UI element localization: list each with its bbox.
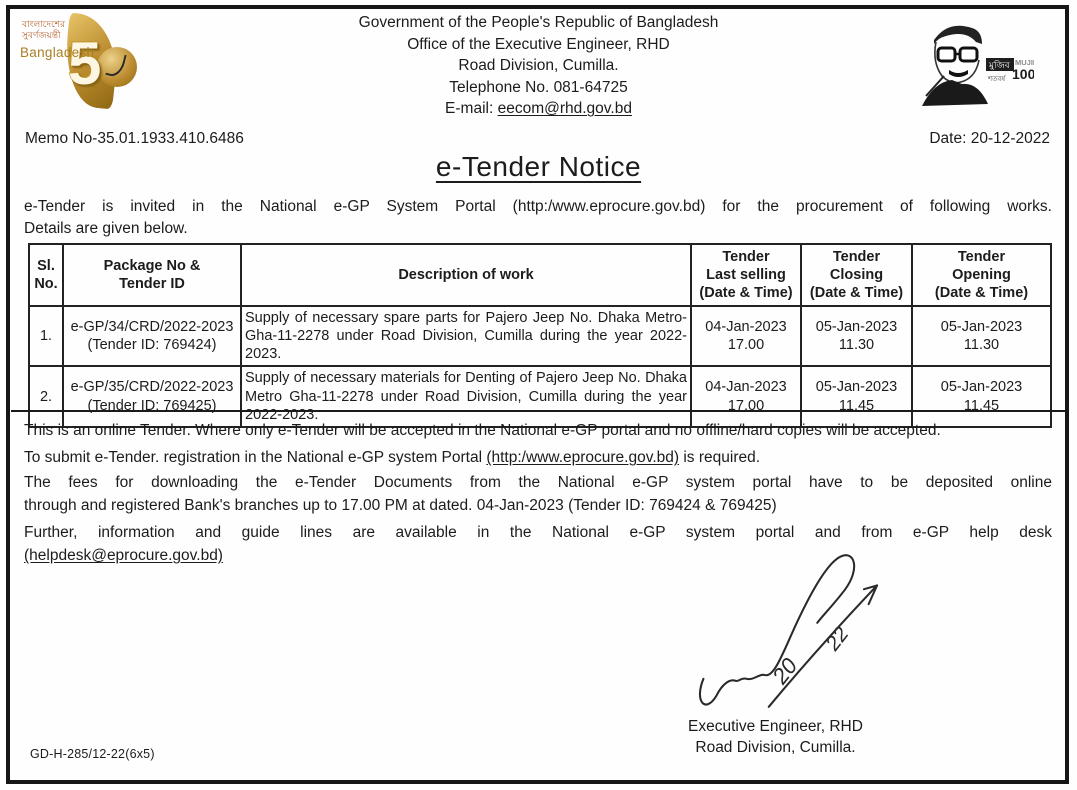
table-header-row: Sl. No. Package No & Tender ID Descripti… (28, 243, 1052, 307)
fees-line-2: through and registered Bank's branches u… (24, 497, 777, 514)
registration-paragraph: To submit e-Tender. registration in the … (24, 447, 1052, 469)
mujib-portrait-icon: মুজিব শতবর্ষ MUJIB 100 (922, 25, 1039, 106)
row2-sl: 2. (28, 365, 64, 428)
row2-description: Supply of necessary materials for Dentin… (240, 365, 692, 428)
col-header-sl-no: Sl. No. (28, 243, 64, 307)
header-line-office: Office of the Executive Engineer, RHD (407, 35, 670, 53)
intro-line-2: Details are given below. (24, 220, 188, 237)
logo-bangladesh-label: Bangladesh (20, 45, 95, 60)
row2-package: e-GP/35/CRD/2022-2023 (Tender ID: 769425… (62, 365, 242, 428)
signatory-block: Executive Engineer, RHD Road Division, C… (628, 716, 923, 758)
row1-last-selling: 04-Jan-2023 17.00 (690, 304, 802, 368)
logo-bengali-caption: বাংলাদেশের সুবর্ণজয়ন্তী (22, 19, 66, 40)
further-info-line-1: Further, information and guide lines are… (24, 524, 1052, 541)
office-email-link[interactable]: eecom@rhd.gov.bd (497, 100, 632, 117)
col-header-closing: Tender Closing (Date & Time) (800, 243, 913, 307)
further-info-paragraph: Further, information and guide lines are… (24, 521, 1052, 567)
header-line-email: E-mail: eecom@rhd.gov.bd (0, 98, 1077, 120)
col-header-opening: Tender Opening (Date & Time) (911, 243, 1052, 307)
header-line-government: Government of the People's Republic of B… (358, 14, 719, 31)
intro-paragraph: e-Tender is invited in the National e-GP… (24, 196, 1052, 240)
scribbled-number-left: 20 (767, 653, 803, 689)
signatory-title: Executive Engineer, RHD (688, 718, 863, 735)
memo-date: Date: 20-12-2022 (929, 130, 1050, 147)
registration-text-after: is required. (679, 449, 761, 466)
gold-disc-shape (97, 47, 137, 87)
email-label: E-mail: (445, 100, 498, 117)
fees-line-1: The fees for downloading the e-Tender Do… (24, 474, 1052, 491)
office-header: Government of the People's Republic of B… (0, 12, 1077, 120)
row1-package: e-GP/34/CRD/2022-2023 (Tender ID: 769424… (62, 304, 242, 368)
eprocure-portal-link[interactable]: (http:/www.eprocure.gov.bd) (486, 449, 680, 466)
tender-table: Sl. No. Package No & Tender ID Descripti… (28, 243, 1052, 428)
row1-closing: 05-Jan-2023 11.30 (800, 304, 913, 368)
mujib-100-logo: মুজিব শতবর্ষ MUJIB 100 (916, 18, 1039, 106)
col-header-description: Description of work (240, 243, 692, 307)
mujib-100-number: 100 (1012, 66, 1034, 82)
print-reference-code: GD-H-285/12-22(6x5) (30, 747, 155, 761)
online-tender-paragraph: This is an online Tender. Where only e-T… (24, 422, 941, 439)
signature-scribble-icon: 20 22 (698, 554, 879, 708)
fees-paragraph: The fees for downloading the e-Tender Do… (24, 471, 1052, 517)
col-header-last-selling: Tender Last selling (Date & Time) (690, 243, 802, 307)
header-line-telephone: Telephone No. 081-64725 (449, 78, 628, 96)
helpdesk-email-link[interactable]: (helpdesk@eprocure.gov.bd) (24, 547, 223, 564)
row1-opening: 05-Jan-2023 11.30 (911, 304, 1052, 368)
table-row: 2. e-GP/35/CRD/2022-2023 (Tender ID: 769… (28, 365, 1052, 428)
bangladesh-50-logo: 5 বাংলাদেশের সুবর্ণজয়ন্তী Bangladesh (20, 12, 138, 117)
row1-description: Supply of necessary spare parts for Paje… (240, 304, 692, 368)
mujib-english-name: MUJIB (1015, 58, 1034, 67)
row2-last-selling: 04-Jan-2023 17.00 (690, 365, 802, 428)
col-header-package: Package No & Tender ID (62, 243, 242, 307)
mujib-bengali-sub: শতবর্ষ (987, 75, 1006, 83)
page-title: e-Tender Notice (435, 151, 642, 182)
divider-line (11, 410, 1066, 412)
row2-closing: 05-Jan-2023 11.45 (800, 365, 913, 428)
header-line-division: Road Division, Cumilla. (458, 57, 619, 74)
registration-text-before: To submit e-Tender. registration in the … (24, 449, 487, 466)
scribbled-number-right: 22 (821, 622, 854, 655)
memo-number: Memo No-35.01.1933.410.6486 (25, 130, 244, 147)
intro-line-1: e-Tender is invited in the National e-GP… (24, 198, 1052, 215)
memo-row: Memo No-35.01.1933.410.6486 Date: 20-12-… (25, 130, 1050, 148)
mujib-bengali-name: মুজিব (988, 60, 1011, 71)
row2-opening: 05-Jan-2023 11.45 (911, 365, 1052, 428)
table-row: 1. e-GP/34/CRD/2022-2023 (Tender ID: 769… (28, 304, 1052, 368)
row1-sl: 1. (28, 304, 64, 368)
signatory-division: Road Division, Cumilla. (695, 739, 856, 756)
logo-number-5: 5 (68, 30, 102, 97)
